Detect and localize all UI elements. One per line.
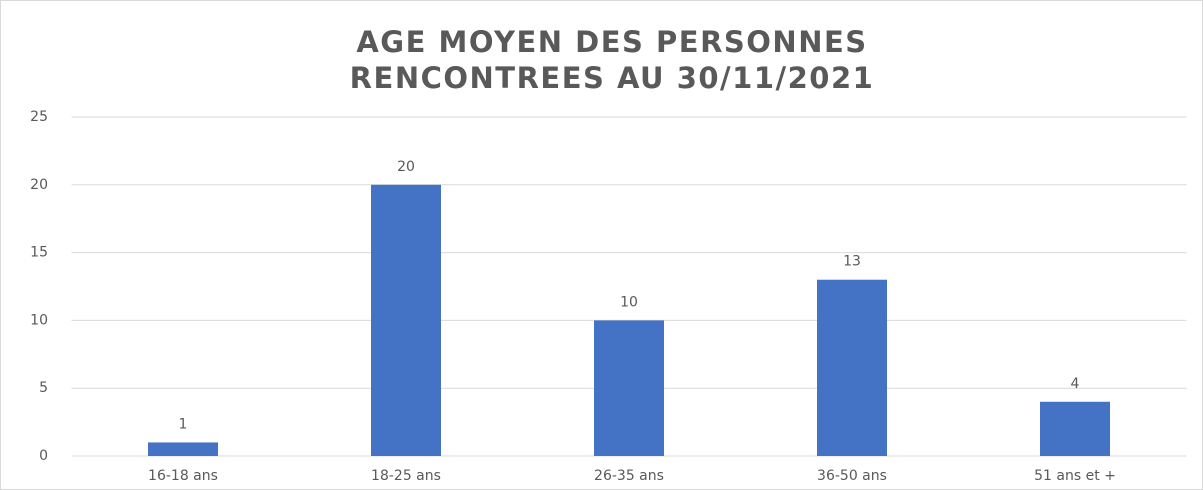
y-tick-label: 25 [30,109,48,125]
data-label: 1 [179,416,188,432]
bar [1040,401,1110,456]
y-tick-label: 20 [30,177,48,193]
chart-title: RENCONTREES AU 30/11/2021 [350,61,875,95]
data-label: 13 [843,254,861,270]
y-tick-label: 5 [39,380,48,396]
chart-title: AGE MOYEN DES PERSONNES [356,25,867,59]
bar [148,442,218,456]
x-tick-label: 36-50 ans [817,468,887,484]
bar [371,184,441,457]
bar [594,320,664,456]
x-tick-label: 18-25 ans [371,468,441,484]
bar [817,279,887,456]
data-label: 10 [620,294,638,310]
data-label: 4 [1071,376,1080,392]
x-tick-label: 51 ans et + [1034,468,1116,484]
x-tick-label: 16-18 ans [148,468,218,484]
y-tick-label: 10 [30,312,48,328]
data-label: 20 [397,159,415,175]
y-tick-label: 15 [30,245,48,261]
x-tick-label: 26-35 ans [594,468,664,484]
y-tick-label: 0 [39,448,48,464]
